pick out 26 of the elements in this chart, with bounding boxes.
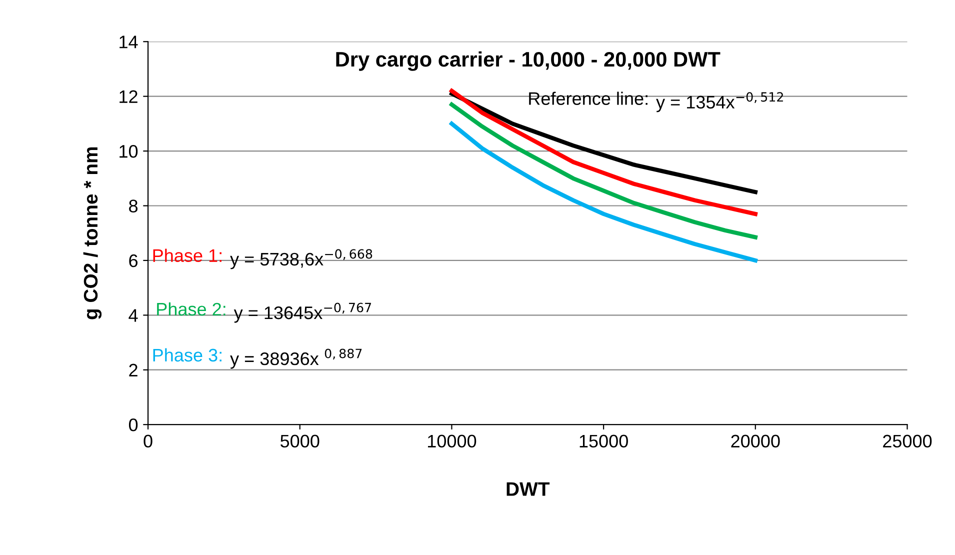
- x-tick-label: 5000: [280, 434, 320, 448]
- annotation: y = 38936x $^{0,887}$: [230, 348, 362, 369]
- text: Phase 3:: [153, 348, 222, 362]
- chart-title: Dry cargo carrier - 10,000 - 20,000 DWT: [336, 51, 720, 71]
- x-tick-label: 15000: [580, 434, 628, 448]
- y-tick-label: 12: [120, 90, 138, 103]
- annotation: y = 1354x$^{−0,512}$: [656, 92, 783, 112]
- y-tick-label: 4: [128, 309, 138, 322]
- line-series: [450, 122, 758, 263]
- x-tick-label: 20000: [731, 434, 780, 448]
- annotation: y = 5738,6x$^{−0,668}$: [230, 249, 372, 270]
- y-tick-label: 10: [120, 144, 138, 158]
- x-tick-label: 25000: [883, 434, 932, 448]
- series-label: Reference line:: [529, 92, 648, 105]
- y-tick-label: 2: [129, 364, 138, 376]
- x-tick-label: 10000: [428, 434, 476, 448]
- y-tick-label: 0: [128, 418, 138, 432]
- x-axis-title: DWT: [506, 482, 550, 496]
- annotation: y = 13645x$^{−0,767}$: [234, 302, 371, 323]
- y-tick-label: 8: [129, 200, 138, 212]
- x-tick-label: 0: [144, 434, 152, 448]
- text: Phase 1:: [153, 248, 222, 262]
- y-tick-label: 14: [120, 36, 138, 48]
- y-tick-label: 6: [129, 254, 138, 268]
- y-axis-title: g CO2 / tonne * nm: [83, 147, 102, 320]
- text: Phase 2:: [157, 302, 226, 316]
